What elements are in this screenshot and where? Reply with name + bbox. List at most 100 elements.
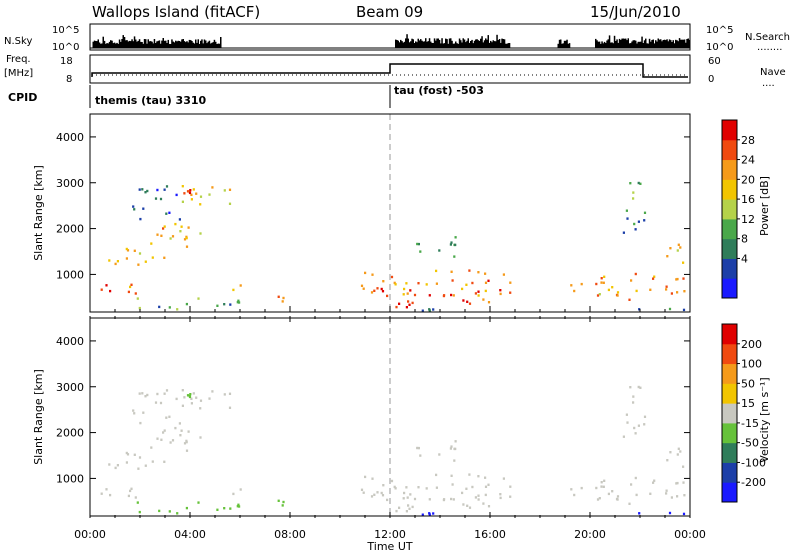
velocity-cell <box>394 487 397 490</box>
velocity-cell <box>195 396 198 399</box>
velocity-cell <box>100 492 103 495</box>
velocity-cell <box>449 447 452 450</box>
power-cell <box>406 292 409 295</box>
nsky-bar <box>501 38 503 48</box>
nsky-bar <box>468 42 471 48</box>
power-cell <box>138 252 142 255</box>
power-cell <box>417 282 420 285</box>
nsky-bar <box>145 39 147 48</box>
nsky-bar <box>126 40 128 48</box>
velocity-cell <box>616 498 619 501</box>
power-cell <box>185 245 189 248</box>
velocity-ytick-label: 1000 <box>56 472 84 485</box>
velocity-cell <box>580 486 583 490</box>
velocity-colorbar-swatch <box>722 324 737 345</box>
velocity-cell <box>105 488 108 491</box>
nsky-bar <box>422 41 424 48</box>
power-cell <box>393 281 396 285</box>
velocity-cell <box>237 503 240 506</box>
velocity-cell <box>683 494 686 497</box>
nsky-bar <box>633 40 636 48</box>
velocity-cell <box>133 412 136 415</box>
velocity-cell <box>416 446 419 450</box>
velocity-cell <box>129 489 132 493</box>
nsky-bar <box>615 41 617 48</box>
nsky-bar <box>165 40 167 48</box>
nsky-bar <box>456 43 458 48</box>
nsky-bar <box>133 36 136 48</box>
power-cell <box>127 290 130 294</box>
velocity-cell <box>477 498 480 501</box>
nsky-bar <box>647 43 649 48</box>
nsky-bar <box>160 43 162 48</box>
power-cell <box>421 309 424 312</box>
nsky-bar <box>440 43 442 48</box>
velocity-cell <box>652 481 655 484</box>
velocity-cell <box>417 446 420 450</box>
nave-label: Nave <box>760 67 786 78</box>
velocity-cell <box>373 493 376 496</box>
velocity-cell <box>622 435 625 438</box>
power-cell <box>168 306 171 309</box>
power-cell <box>188 191 192 195</box>
nsky-bar <box>458 38 461 48</box>
power-cell <box>416 242 419 246</box>
velocity-cell <box>421 513 424 516</box>
nsky-bar <box>112 43 114 48</box>
velocity-cell <box>405 510 408 513</box>
velocity-cell <box>156 437 159 440</box>
nsky-bar <box>451 40 453 48</box>
nsky-bar <box>178 41 181 48</box>
velocity-cell <box>425 487 428 490</box>
nsky-bar <box>132 41 134 48</box>
power-cell <box>169 237 172 240</box>
nsky-bar <box>177 40 179 48</box>
nsky-bar <box>558 39 561 48</box>
power-cell <box>142 207 145 210</box>
nsky-bar <box>561 43 563 48</box>
power-cell <box>380 287 383 291</box>
nsky-bar <box>621 38 623 48</box>
nsky-bar <box>406 34 408 48</box>
nsky-bar <box>568 43 571 48</box>
nsky-bar <box>96 41 98 48</box>
nsky-bar <box>461 42 463 48</box>
nsky-tick-high: 10^5 <box>52 25 79 36</box>
power-colorbar-swatch <box>722 179 737 200</box>
velocity-cell <box>600 485 603 488</box>
nsky-bar <box>197 39 199 48</box>
nave-dots: .... <box>762 78 775 89</box>
nsky-bar <box>626 40 628 48</box>
nsky-bar <box>162 38 164 48</box>
velocity-cell <box>187 430 190 433</box>
velocity-cell <box>634 432 637 435</box>
velocity-colorbar-tick-label: 50 <box>741 377 755 390</box>
velocity-cell <box>108 463 111 466</box>
nsky-bar <box>421 40 423 48</box>
velocity-cell <box>573 493 576 497</box>
velocity-cell <box>199 399 203 402</box>
nsky-bar <box>567 43 569 48</box>
velocity-cell <box>668 511 672 515</box>
nsky-bar <box>672 40 674 48</box>
velocity-cell <box>183 442 187 445</box>
nsky-bar <box>652 39 654 48</box>
power-cell <box>165 212 168 215</box>
power-cell <box>409 289 412 292</box>
power-ytick-label: 1000 <box>56 268 84 281</box>
power-cell <box>176 308 179 311</box>
nsky-bar <box>438 39 441 48</box>
nsky-bar <box>608 35 611 48</box>
power-cell <box>502 273 505 276</box>
time-axis: 00:00 04:00 08:00 12:00 16:00 20:00 00:00 <box>74 306 706 541</box>
nsky-bar <box>405 38 407 48</box>
velocity-cell <box>419 454 422 457</box>
nsky-bar <box>153 39 156 48</box>
power-cell <box>450 241 453 244</box>
velocity-cell <box>395 509 398 513</box>
velocity-cell <box>189 393 192 396</box>
power-cell <box>453 255 456 258</box>
velocity-cell <box>163 392 166 395</box>
power-cell <box>499 292 502 296</box>
power-cell <box>100 288 103 291</box>
